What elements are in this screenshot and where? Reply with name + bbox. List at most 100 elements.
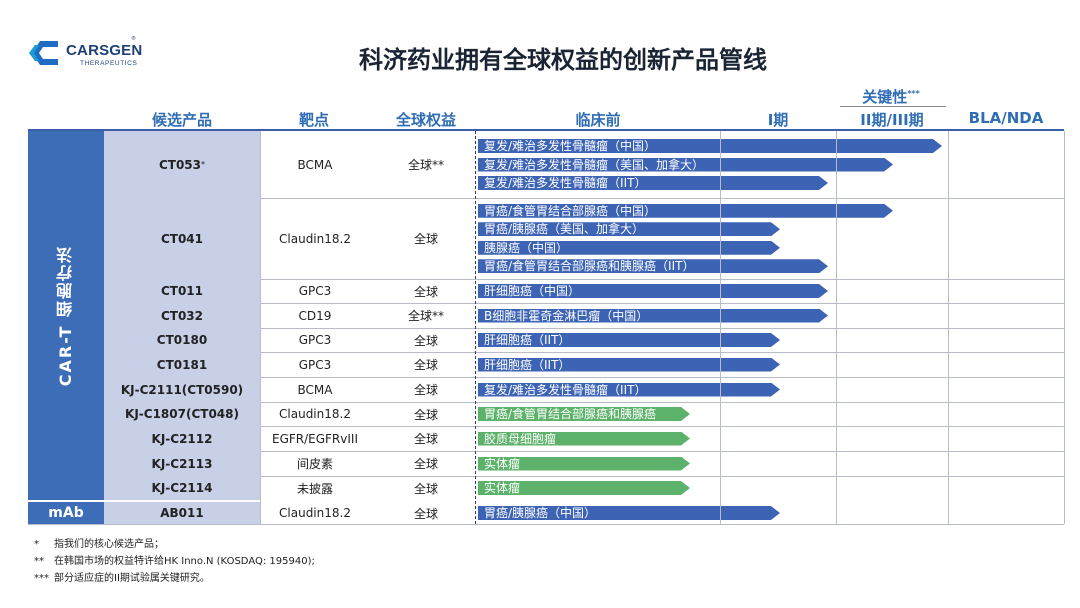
cart-group-band xyxy=(28,131,104,500)
indication-bar: 复发/难治多发性骨髓瘤（中国） xyxy=(478,139,942,153)
pivotal-underline xyxy=(840,106,946,107)
rights-cell: 全球 xyxy=(413,432,438,446)
indication-bar: 胃癌/食管胃结合部腺癌（中国） xyxy=(478,204,893,218)
footnote-1: * 指我们的核心候选产品； xyxy=(34,539,164,550)
product-cell-bg xyxy=(104,198,260,279)
product-name: CT041 xyxy=(160,231,204,246)
header-rights: 全球权益 xyxy=(395,111,456,129)
mab-group-band xyxy=(28,502,104,524)
row-divider xyxy=(104,402,1064,403)
indication-bar: 复发/难治多发性骨髓瘤（美国、加拿大） xyxy=(478,158,893,172)
rights-cell: 全球 xyxy=(413,232,438,246)
indication-bar: 胶质母细胞瘤 xyxy=(478,432,690,446)
company-logo: CARSGEN THERAPEUTICS ® xyxy=(28,36,142,72)
indication-bar: 肝细胞癌（中国） xyxy=(478,284,828,298)
row-divider xyxy=(104,476,1064,477)
product-name: KJ-C2114 xyxy=(151,481,213,495)
column-divider xyxy=(948,131,949,524)
rights-cell: 全球 xyxy=(413,333,438,348)
indication-bar: 胃癌/胰腺癌（美国、加拿大） xyxy=(478,222,780,236)
product-cell-bg xyxy=(104,131,260,198)
footnotes: * 指我们的核心候选产品； ** 在韩国市场的权益特许给HK Inno.N (KOS… xyxy=(34,536,315,587)
group-separator xyxy=(28,500,1064,502)
target-cell: Claudin18.2 xyxy=(279,231,351,246)
target-cell: Claudin18.2 xyxy=(279,506,351,520)
rights-cell: 全球 xyxy=(413,358,438,372)
product-name: KJ-C2111(CT0590) xyxy=(120,382,244,397)
rights-cell: 全球 xyxy=(413,383,438,397)
mab-group-label: mAb xyxy=(48,505,84,521)
target-cell: GPC3 xyxy=(298,357,332,372)
target-cell: BCMA xyxy=(297,157,333,172)
indication-bar: 胃癌/食管胃结合部腺癌和胰腺癌（IIT） xyxy=(478,259,828,273)
indication-bar: 胃癌/胰腺癌（中国） xyxy=(478,506,780,520)
logo-registered-mark: ® xyxy=(131,36,136,42)
product-cell-bg xyxy=(104,328,260,352)
table-bottom-rule xyxy=(28,524,1064,525)
cart-group-label: CAR-T 细胞疗法 xyxy=(56,244,75,387)
header-preclinical: 临床前 xyxy=(575,111,621,129)
product-name: CT011 xyxy=(160,284,204,298)
product-name: CT0181 xyxy=(156,357,208,372)
header-rule xyxy=(28,129,1064,131)
indication-bar: 胃癌/食管胃结合部腺癌和胰腺癌 xyxy=(478,407,690,421)
indication-bar: 肝细胞癌（IIT） xyxy=(478,358,780,372)
indication-bar: 胰腺癌（中国） xyxy=(478,241,780,255)
product-name: KJ-C1807(CT048) xyxy=(125,407,239,421)
row-divider xyxy=(104,198,1064,199)
column-divider xyxy=(836,131,837,524)
row-divider xyxy=(104,328,1064,329)
logo-name: CARSGEN xyxy=(66,42,143,59)
target-cell: 未披露 xyxy=(296,481,333,496)
row-divider xyxy=(104,426,1064,427)
target-cell: 间皮素 xyxy=(296,457,333,471)
column-divider xyxy=(260,131,261,524)
carsgen-logo-icon xyxy=(29,41,58,65)
rights-cell: 全球** xyxy=(407,158,444,172)
product-name: CT0180 xyxy=(156,333,208,347)
indication-bar: 复发/难治多发性骨髓瘤（IIT） xyxy=(478,176,828,190)
product-cell-bg xyxy=(104,476,260,500)
rights-cell: 全球 xyxy=(413,481,438,496)
product-name: KJ-C2112 xyxy=(151,431,213,446)
product-cell-bg xyxy=(104,502,260,524)
target-cell: CD19 xyxy=(298,308,332,323)
footnote-2: ** 在韩国市场的权益特许给HK Inno.N (KOSDAQ: 195940); xyxy=(34,556,315,567)
page-title: 科济药业拥有全球权益的创新产品管线 xyxy=(359,46,767,74)
column-divider xyxy=(1064,131,1065,524)
row-divider xyxy=(104,451,1064,452)
target-cell: Claudin18.2 xyxy=(279,407,351,421)
row-divider xyxy=(104,303,1064,304)
product-cell-bg xyxy=(104,279,260,303)
product-name: KJ-C2113 xyxy=(151,456,213,471)
product-name: CT032 xyxy=(160,308,204,323)
target-cell: GPC3 xyxy=(298,333,332,347)
header-target: 靶点 xyxy=(298,111,329,129)
indication-bar: 实体瘤 xyxy=(478,457,690,471)
product-name: CT053 * xyxy=(158,157,206,172)
target-cell: BCMA xyxy=(297,382,333,397)
rights-cell: 全球 xyxy=(413,284,438,299)
header-bla: BLA/NDA xyxy=(968,109,1044,127)
product-cell-bg xyxy=(104,426,260,451)
indication-bar: 实体瘤 xyxy=(478,481,690,495)
product-cell-bg xyxy=(104,303,260,328)
preclinical-start-line xyxy=(475,131,476,524)
target-cell: GPC3 xyxy=(298,284,332,298)
rights-cell: 全球 xyxy=(413,407,438,422)
logo-subtitle: THERAPEUTICS xyxy=(80,60,138,67)
header-phase1: I期 xyxy=(767,111,789,129)
product-cell-bg xyxy=(104,352,260,377)
product-cell-bg xyxy=(104,377,260,402)
indication-bar: 肝细胞癌（IIT） xyxy=(478,333,780,347)
header-pivotal: 关键性*** xyxy=(862,88,920,106)
row-divider xyxy=(104,279,1064,280)
column-divider xyxy=(720,131,721,524)
row-divider xyxy=(104,352,1064,353)
indication-bar: 复发/难治多发性骨髓瘤（IIT） xyxy=(478,383,780,397)
rights-cell: 全球 xyxy=(413,506,438,521)
product-cell-bg xyxy=(104,451,260,476)
rights-cell: 全球** xyxy=(407,309,444,323)
indication-bar: B细胞非霍奇金淋巴瘤（中国） xyxy=(478,309,828,323)
header-phase23: II期/III期 xyxy=(860,111,924,129)
